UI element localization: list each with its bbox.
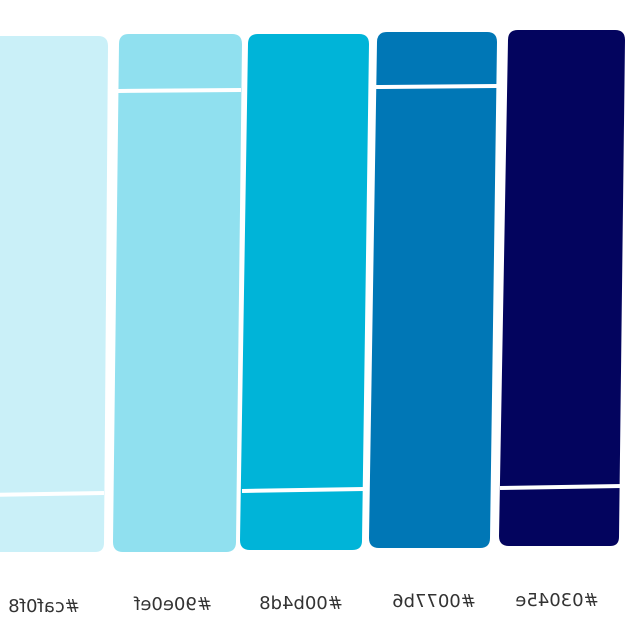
swatch-4 xyxy=(369,32,498,548)
swatch-1-divider xyxy=(0,491,105,497)
swatch-2-label: #90e0ef xyxy=(133,594,212,615)
swatch-3-label: #00b4d8 xyxy=(259,593,343,614)
swatch-2-divider xyxy=(117,88,242,93)
swatch-5-body xyxy=(499,30,625,546)
swatch-4-divider xyxy=(374,84,498,89)
swatch-5 xyxy=(499,30,625,546)
swatch-3-divider xyxy=(241,487,365,493)
swatch-2 xyxy=(113,34,242,552)
swatch-1-body xyxy=(0,36,108,552)
swatch-3 xyxy=(240,34,369,550)
swatch-5-label: #03045e xyxy=(515,590,598,611)
swatch-4-body xyxy=(369,32,497,548)
labels-layer: #caf0f8 #90e0ef #00b4d8 #0077b6 #03045e xyxy=(8,590,599,617)
swatch-5-divider xyxy=(499,484,623,490)
swatch-1-label: #caf0f8 xyxy=(8,596,80,617)
swatch-4-label: #0077b6 xyxy=(392,591,476,612)
swatch-2-body xyxy=(113,34,242,552)
swatch-3-body xyxy=(240,34,369,550)
swatch-1 xyxy=(0,36,108,552)
